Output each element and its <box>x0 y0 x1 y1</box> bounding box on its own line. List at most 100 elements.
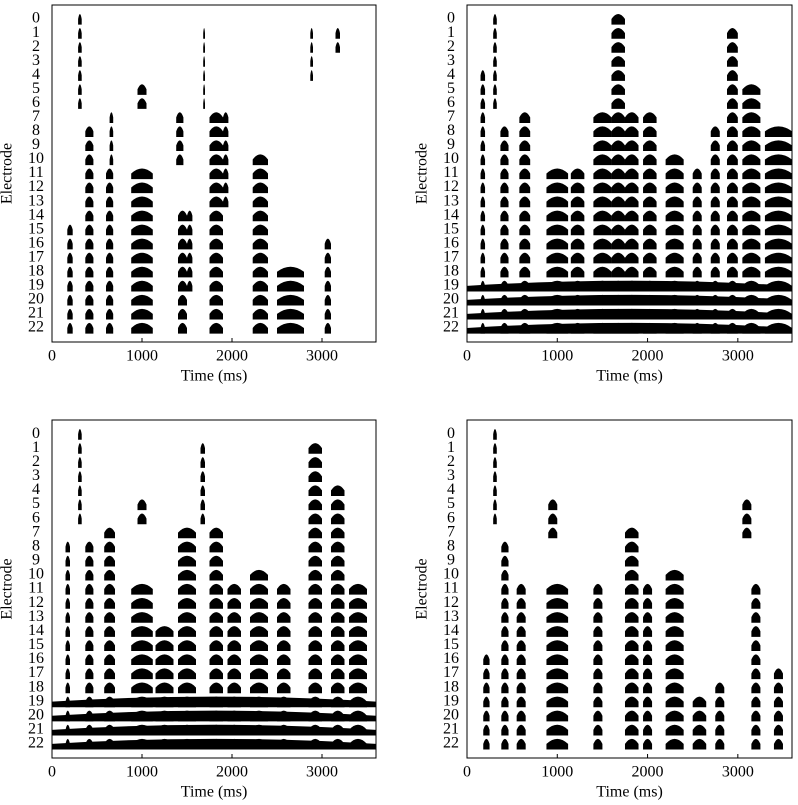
pulse-burst <box>773 668 783 750</box>
pulse-burst <box>131 168 153 334</box>
pulse-burst <box>65 541 70 750</box>
y-tick-label: 21 <box>443 305 459 322</box>
y-tick-label: 11 <box>443 164 458 181</box>
pulse-burst <box>742 84 761 334</box>
y-tick-label: 5 <box>447 80 455 97</box>
pulse-burst <box>715 682 725 750</box>
y-tick-label: 16 <box>28 234 44 251</box>
y-tick-label: 20 <box>28 291 44 308</box>
y-tick-label: 18 <box>443 678 459 695</box>
y-tick-label: 12 <box>443 594 459 611</box>
y-axis-label: Electrode <box>0 558 16 619</box>
y-tick-label: 14 <box>443 622 459 639</box>
x-axis-label: Time (ms) <box>596 784 663 801</box>
y-tick-label: 13 <box>443 192 459 209</box>
x-axis-label: Time (ms) <box>181 368 248 385</box>
pulse-burst <box>483 654 490 750</box>
y-tick-label: 14 <box>443 206 459 223</box>
y-tick-label: 22 <box>443 735 459 752</box>
y-tick-label: 22 <box>443 319 459 336</box>
y-tick-label: 12 <box>443 178 459 195</box>
y-tick-label: 10 <box>443 150 459 167</box>
y-tick-label: 9 <box>447 136 455 153</box>
y-axis-label: Electrode <box>0 143 16 204</box>
pulse-burst <box>109 112 114 166</box>
x-tick-label: 3000 <box>722 764 754 781</box>
y-tick-label: 2 <box>32 38 40 55</box>
pulse-burst <box>200 443 205 525</box>
pulse-burst <box>310 28 313 81</box>
y-tick-label: 20 <box>443 291 459 308</box>
pulse-burst <box>335 28 340 53</box>
y-tick-label: 2 <box>447 38 455 55</box>
y-tick-label: 19 <box>443 277 459 294</box>
y-tick-label: 21 <box>443 721 459 738</box>
x-tick-label: 1000 <box>541 764 573 781</box>
pulse-burst <box>176 112 184 166</box>
y-tick-label: 3 <box>447 467 455 484</box>
y-tick-label: 9 <box>32 552 40 569</box>
y-tick-label: 12 <box>28 594 44 611</box>
y-tick-label: 19 <box>28 692 44 709</box>
x-tick-label: 0 <box>48 348 56 365</box>
y-tick-label: 14 <box>28 622 44 639</box>
y-tick-label: 21 <box>28 721 44 738</box>
y-tick-label: 18 <box>28 678 44 695</box>
plot-frame <box>51 419 377 759</box>
y-tick-label: 1 <box>32 24 40 41</box>
pulse-burst <box>78 13 82 109</box>
pulse-burst <box>223 112 229 208</box>
pulse-burst <box>624 527 639 750</box>
y-tick-label: 1 <box>447 24 455 41</box>
pulse-burst <box>85 126 94 334</box>
y-tick-label: 17 <box>443 248 459 265</box>
y-tick-label: 3 <box>32 467 40 484</box>
y-tick-label: 13 <box>28 608 44 625</box>
pulse-burst <box>546 583 569 750</box>
y-tick-label: 7 <box>447 108 455 125</box>
pulse-burst <box>710 126 720 334</box>
y-tick-label: 6 <box>32 94 40 111</box>
y-tick-label: 2 <box>32 453 40 470</box>
y-tick-label: 14 <box>28 206 44 223</box>
y-tick-label: 15 <box>443 220 459 237</box>
y-tick-label: 12 <box>28 178 44 195</box>
pulse-burst <box>493 429 497 525</box>
y-tick-label: 21 <box>28 305 44 322</box>
pulse-burst <box>106 168 114 334</box>
pulse-burst <box>331 485 345 750</box>
y-tick-label: 7 <box>32 523 40 540</box>
pulse-burst <box>277 583 291 750</box>
pulse-burst <box>742 499 752 539</box>
pulse-burst <box>501 541 509 750</box>
x-tick-label: 1000 <box>541 348 573 365</box>
y-tick-label: 15 <box>28 636 44 653</box>
y-tick-label: 17 <box>443 664 459 681</box>
pulse-burst <box>67 224 73 334</box>
y-tick-label: 4 <box>447 66 455 83</box>
pulse-burst <box>85 541 94 750</box>
pulse-burst <box>480 70 486 334</box>
pulse-burst <box>570 168 585 334</box>
pulse-burst <box>187 210 193 292</box>
y-tick-label: 22 <box>28 735 44 752</box>
pulse-burst <box>516 583 526 750</box>
pulse-burst <box>692 168 702 334</box>
pulse-burst <box>250 569 268 750</box>
y-tick-label: 3 <box>32 52 40 69</box>
y-tick-label: 0 <box>32 10 40 27</box>
y-tick-label: 10 <box>28 150 44 167</box>
y-tick-label: 7 <box>447 523 455 540</box>
pulse-burst <box>500 126 509 334</box>
y-tick-label: 13 <box>443 608 459 625</box>
pulse-burst <box>493 13 497 109</box>
y-tick-label: 8 <box>447 122 455 139</box>
x-tick-label: 2000 <box>216 348 248 365</box>
x-tick-label: 0 <box>48 764 56 781</box>
y-tick-label: 15 <box>28 220 44 237</box>
pulse-burst <box>764 126 792 334</box>
y-tick-label: 16 <box>28 650 44 667</box>
